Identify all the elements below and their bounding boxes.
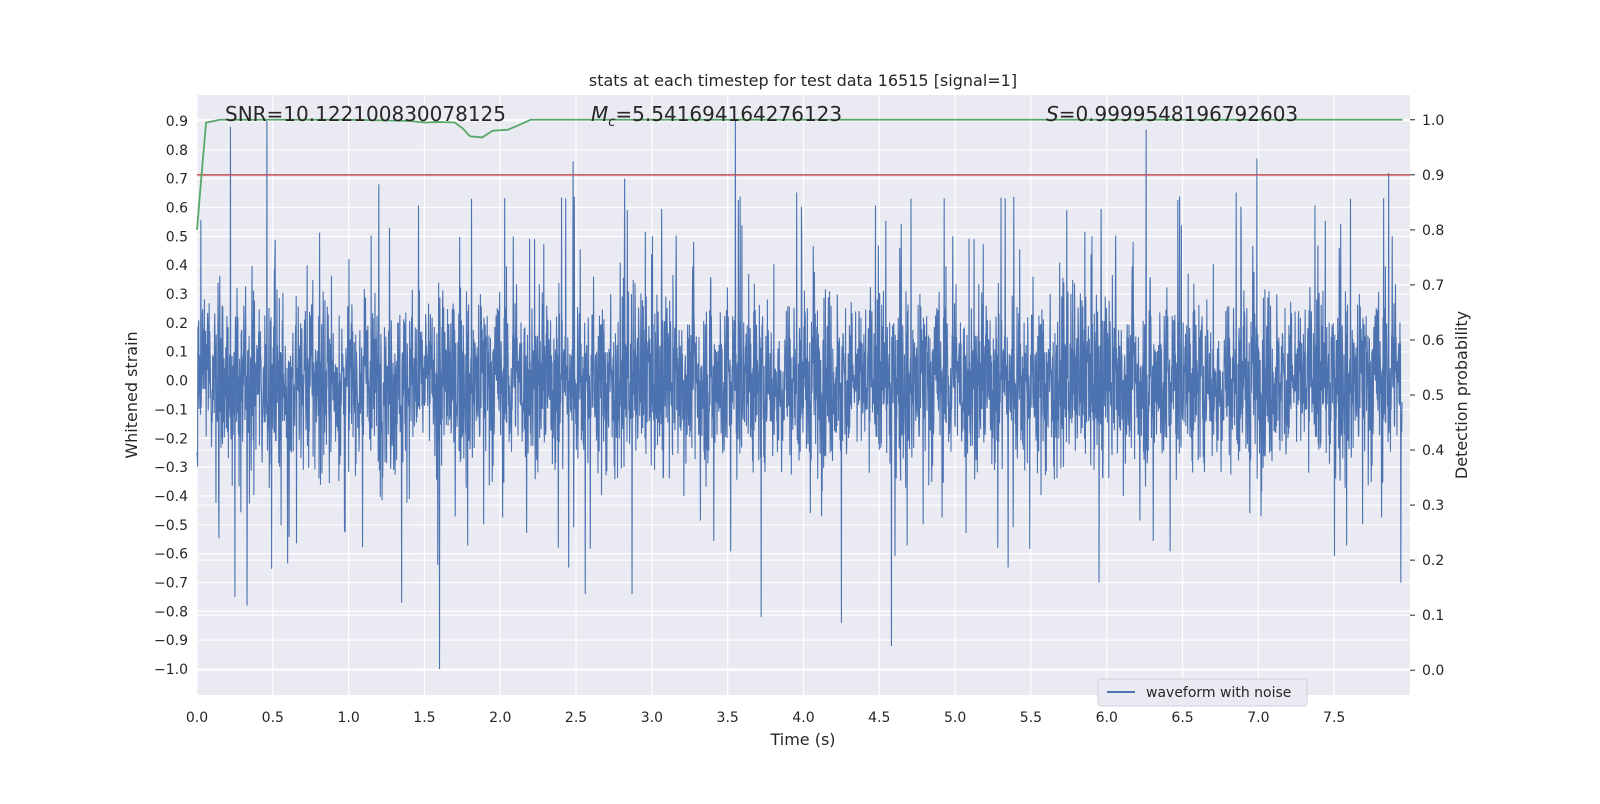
x-tick-label: 6.0	[1096, 710, 1118, 726]
y-left-tick-label: 0.6	[166, 201, 188, 217]
y-left-tick-label: −0.6	[154, 547, 188, 563]
x-tick-label: 0.0	[186, 710, 208, 726]
y-left-tick-label: −0.8	[154, 604, 188, 620]
x-tick-label: 5.0	[944, 710, 966, 726]
overlay-lines	[196, 118, 1410, 230]
x-axis-label: Time (s)	[769, 730, 835, 749]
detection-stat-symbol: S	[1046, 102, 1059, 126]
detection-stat-annotation: S=0.9999548196792603	[1046, 102, 1298, 126]
snr-annotation: SNR=10.122100830078125	[225, 102, 506, 126]
y-left-tick-label: −0.3	[154, 460, 188, 476]
chirp-mass-value: =5.541694164276123	[615, 102, 842, 126]
y-left-tick-label: −0.7	[154, 576, 188, 592]
y-right-axis-ticks: 1.0 0.9 0.8 0.7 0.6 0.5 0.4 0.3 0.2 0.1 0.0	[1410, 113, 1444, 679]
legend-box	[1097, 678, 1308, 707]
y-left-tick-label: 0.2	[166, 316, 188, 332]
x-tick-label: 1.0	[337, 710, 359, 726]
y-left-tick-label: 0.7	[166, 172, 188, 188]
y-left-tick-label: 0.0	[166, 374, 188, 390]
legend: waveform with noise	[1097, 678, 1308, 707]
y-right-tick-label: 0.2	[1422, 553, 1444, 569]
y-left-tick-label: 0.9	[166, 114, 188, 130]
y-right-tick-label: 1.0	[1422, 113, 1444, 129]
y-left-tick-label: −0.5	[154, 518, 188, 534]
x-tick-label: 2.5	[565, 710, 587, 726]
chart-title: stats at each timestep for test data 165…	[589, 71, 1017, 90]
waveform-series	[196, 120, 1403, 670]
chirp-mass-annotation: Mc=5.541694164276123	[591, 102, 842, 130]
chirp-mass-symbol: M	[591, 102, 608, 126]
y-right-tick-label: 0.6	[1422, 333, 1444, 349]
y-left-tick-label: −0.4	[154, 489, 188, 505]
y-left-tick-label: 0.4	[166, 258, 188, 274]
y-right-tick-label: 0.4	[1422, 443, 1444, 459]
x-tick-label: 6.5	[1171, 710, 1193, 726]
x-tick-label: 4.5	[868, 710, 890, 726]
y-right-tick-label: 0.8	[1422, 223, 1444, 239]
y-left-tick-label: −1.0	[154, 662, 188, 678]
detection-stat-value: =0.9999548196792603	[1059, 102, 1298, 126]
x-tick-label: 5.5	[1020, 710, 1042, 726]
detection-probability-line	[196, 118, 1403, 230]
y-right-tick-label: 0.1	[1422, 608, 1444, 624]
y-left-tick-label: 0.5	[166, 229, 188, 245]
y-left-tick-label: 0.3	[166, 287, 188, 303]
y-left-tick-label: −0.9	[154, 633, 188, 649]
x-tick-label: 7.5	[1323, 710, 1345, 726]
y-right-tick-label: 0.3	[1422, 498, 1444, 514]
x-axis-ticks: 0.0 0.5 1.0 1.5 2.0 2.5 3.0 3.5 4.0 4.5 5.0 5.5 6.0 6…	[186, 710, 1345, 726]
y-left-tick-label: 0.1	[166, 345, 188, 361]
y-left-axis-label: Whitened strain	[122, 331, 141, 458]
y-left-tick-label: −0.1	[154, 402, 188, 418]
y-right-tick-label: 0.9	[1422, 168, 1444, 184]
y-right-axis-label: Detection probability	[1452, 311, 1471, 479]
legend-entry-waveform: waveform with noise	[1146, 685, 1291, 701]
chirp-mass-subscript: c	[608, 115, 615, 130]
y-left-tick-label: −0.2	[154, 431, 188, 447]
x-tick-label: 3.5	[717, 710, 739, 726]
waveform-line	[196, 120, 1403, 670]
y-left-axis-ticks: 0.9 0.8 0.7 0.6 0.5 0.4 0.3 0.2 0.1 0.0 −0.1 −0.2 −0…	[154, 114, 188, 678]
y-right-tick-label: 0.0	[1422, 663, 1444, 679]
x-tick-label: 4.0	[792, 710, 814, 726]
x-tick-label: 0.5	[262, 710, 284, 726]
x-tick-label: 2.0	[489, 710, 511, 726]
x-tick-label: 1.5	[413, 710, 435, 726]
y-right-tick-label: 0.7	[1422, 278, 1444, 294]
y-right-tick-label: 0.5	[1422, 388, 1444, 404]
x-tick-label: 3.0	[641, 710, 663, 726]
y-left-tick-label: 0.8	[166, 143, 188, 159]
x-tick-label: 7.0	[1247, 710, 1269, 726]
